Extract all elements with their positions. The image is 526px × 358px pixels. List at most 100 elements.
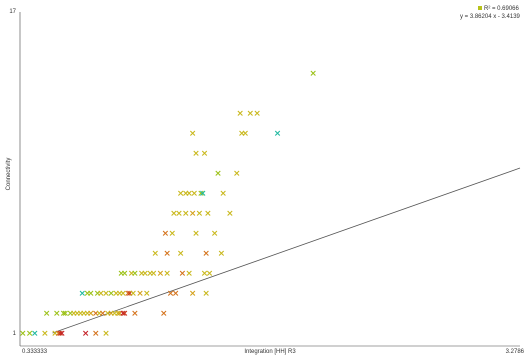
data-point: × [97,289,105,299]
data-point: × [131,309,139,319]
data-point: × [61,309,69,319]
x-tick-label-left: 0.333333 [22,349,48,355]
data-point: × [102,329,110,339]
data-point: × [70,309,78,319]
data-point: × [102,289,110,299]
data-point: × [157,269,165,279]
data-point: × [236,109,244,119]
x-axis-label: Integration [HH] R3 [244,349,296,355]
legend-equation: y = 3.86204 x - 3.4139 [460,14,521,20]
data-point: × [19,329,27,339]
data-point: × [151,249,159,259]
data-point: × [104,309,112,319]
data-point: × [111,309,119,319]
legend-r2: R² = 0.69066 [484,6,520,12]
data-point: × [84,309,92,319]
data-point: × [218,249,226,259]
data-point: × [114,309,122,319]
data-point: × [129,289,137,299]
data-point: × [119,309,127,319]
data-point: × [92,309,100,319]
data-point: × [201,149,209,159]
data-point: × [192,229,200,239]
data-point: × [87,289,95,299]
data-point: × [95,309,103,319]
y-tick-label-bottom: 1 [13,331,17,337]
data-point: × [118,269,126,279]
data-point: × [146,269,154,279]
data-point: × [80,309,88,319]
data-point: × [206,269,214,279]
data-point: × [51,329,59,339]
data-point: × [26,329,34,339]
data-point: × [172,289,180,299]
data-point: × [55,329,63,339]
data-point: × [182,209,190,219]
data-point: × [202,289,210,299]
data-point: × [170,209,178,219]
legend-swatch [478,6,482,10]
data-point: × [167,289,175,299]
data-point: × [160,309,168,319]
data-point: × [191,189,199,199]
data-point: × [67,309,75,319]
data-point: × [73,309,81,319]
data-point: × [78,289,86,299]
data-point: × [192,149,200,159]
data-point: × [214,169,222,179]
data-point: × [177,189,185,199]
data-point: × [201,269,209,279]
y-axis-label: Connectivity [6,158,12,191]
data-point: × [162,229,170,239]
data-point: × [138,269,146,279]
legend: R² = 0.69066 y = 3.86204 x - 3.4139 [460,6,521,20]
data-point: × [126,289,134,299]
data-point: × [185,269,193,279]
data-point: × [202,249,210,259]
data-point: × [168,229,176,239]
data-point: × [199,189,207,199]
data-point: × [82,329,90,339]
data-point: × [189,209,197,219]
data-point: × [116,289,124,299]
data-point: × [77,309,85,319]
data-point: × [226,209,234,219]
data-point: × [128,269,136,279]
data-point: × [189,289,197,299]
data-point: × [131,269,139,279]
data-point: × [150,269,158,279]
data-point: × [60,309,68,319]
data-point: × [107,289,115,299]
data-points: × ×× × ×××× × × ×× × ××××××××××××××××××× × ×××× ×××… [19,69,317,339]
data-point: × [41,329,49,339]
y-tick-label-top: 17 [9,9,16,15]
data-point: × [121,269,129,279]
data-point: × [87,309,95,319]
data-point: × [274,129,282,139]
data-point: × [141,269,149,279]
data-point: × [56,329,64,339]
data-point: × [189,129,197,139]
data-point: × [197,189,205,199]
data-point: × [53,309,61,319]
data-point: × [182,189,190,199]
data-point: × [124,289,132,299]
data-point: × [92,329,100,339]
data-point: × [179,269,187,279]
data-point: × [196,209,204,219]
data-point: × [211,229,219,239]
data-point: × [253,109,261,119]
data-point: × [185,189,193,199]
data-point: × [143,289,151,299]
data-point: × [121,309,129,319]
data-point: × [233,169,241,179]
data-point: × [94,289,102,299]
data-point: × [136,289,144,299]
data-point: × [107,309,115,319]
data-point: × [31,329,39,339]
data-point: × [247,109,255,119]
data-point: × [43,309,51,319]
data-point: × [112,289,120,299]
data-point: × [241,129,249,139]
